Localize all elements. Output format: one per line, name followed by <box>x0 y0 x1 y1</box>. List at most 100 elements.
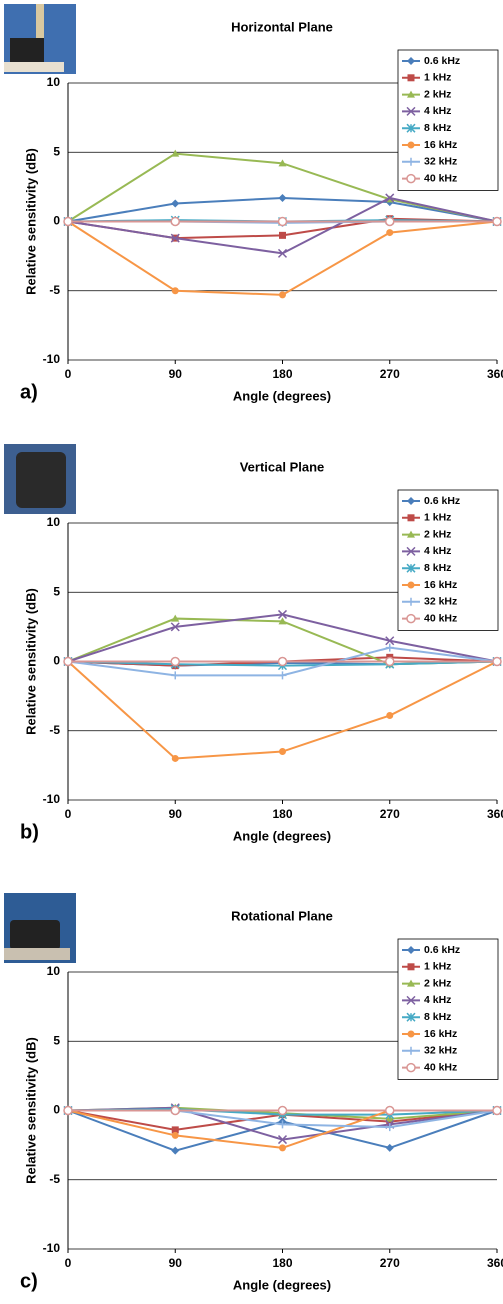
marker <box>171 1126 179 1134</box>
marker <box>277 1135 288 1145</box>
photo <box>4 4 76 74</box>
chart-panel: Horizontal Plane -10 -5 0 5 10 0 90 180 270 360 Ang… <box>20 19 503 403</box>
x-tick-label: 180 <box>272 1256 292 1270</box>
y-tick-label: -10 <box>43 792 61 806</box>
x-tick-label: 360 <box>487 807 503 821</box>
marker <box>171 614 180 622</box>
marker <box>171 754 179 762</box>
marker <box>385 1105 395 1116</box>
legend-label: 32 kHz <box>424 1045 457 1057</box>
legend-marker <box>407 530 415 538</box>
legend-label: 40 kHz <box>424 1061 457 1073</box>
x-tick-label: 90 <box>169 1256 183 1270</box>
y-tick-label: 0 <box>53 654 60 668</box>
legend-box <box>397 489 499 631</box>
x-tick-label: 360 <box>487 1256 503 1270</box>
legend-label: 0.6 kHz <box>424 944 460 956</box>
legend-label: 8 kHz <box>424 1011 451 1023</box>
legend-marker <box>407 963 415 971</box>
marker <box>277 656 288 667</box>
legend-box <box>397 49 499 191</box>
marker <box>278 1120 287 1129</box>
x-tick-label: 0 <box>65 1256 72 1270</box>
legend: 0.6 kHz 1 kHz 2 kHz 4 kHz 8 kHz 16 kHz 32 kHz 4… <box>397 49 499 191</box>
marker <box>277 609 288 619</box>
y-tick-label: 0 <box>53 214 60 228</box>
marker <box>170 622 180 632</box>
legend-marker <box>407 979 415 987</box>
legend-marker <box>407 1030 415 1038</box>
y-axis-label: Relative sensitivity (dB) <box>23 588 38 735</box>
legend-label: 16 kHz <box>424 139 457 151</box>
marker <box>279 291 286 299</box>
marker <box>170 1105 180 1116</box>
legend-box <box>397 938 499 1080</box>
y-axis-label: Relative sensitivity (dB) <box>23 1037 38 1184</box>
legend-marker <box>407 597 415 606</box>
legend-marker <box>407 946 415 954</box>
marker <box>385 216 395 227</box>
y-tick-label: 5 <box>53 584 60 598</box>
legend-marker <box>407 1046 415 1055</box>
legend-marker <box>407 514 415 522</box>
legend: 0.6 kHz 1 kHz 2 kHz 4 kHz 8 kHz 16 kHz 32 kHz 4… <box>397 489 499 631</box>
y-tick-label: -10 <box>43 1241 61 1255</box>
x-tick-label: 90 <box>169 367 183 381</box>
chart-panel: Rotational Plane -10 -5 0 5 10 0 90 180 270 360 Ang… <box>20 908 503 1292</box>
legend-marker <box>407 157 415 166</box>
legend-marker <box>406 995 416 1005</box>
y-tick-label: -5 <box>49 283 60 297</box>
legend-marker <box>407 141 415 149</box>
y-tick-label: 5 <box>53 1033 60 1047</box>
marker <box>171 671 180 680</box>
legend-marker <box>406 123 416 133</box>
legend-label: 0.6 kHz <box>424 495 460 507</box>
legend-label: 4 kHz <box>424 545 451 557</box>
legend-marker <box>406 546 416 556</box>
marker <box>385 1143 394 1152</box>
marker <box>171 1146 180 1155</box>
marker <box>171 287 179 295</box>
y-tick-label: 5 <box>53 144 60 158</box>
chart-title: Vertical Plane <box>240 459 325 474</box>
x-tick-label: 270 <box>380 807 400 821</box>
x-axis-label: Angle (degrees) <box>233 828 331 843</box>
y-tick-label: -5 <box>49 723 60 737</box>
marker <box>385 656 395 667</box>
x-tick-label: 270 <box>380 1256 400 1270</box>
marker <box>277 1105 288 1116</box>
marker <box>492 656 502 667</box>
marker <box>279 1144 286 1152</box>
legend-marker <box>406 563 416 573</box>
legend-label: 2 kHz <box>424 528 451 540</box>
chart-title: Rotational Plane <box>231 908 333 923</box>
x-tick-label: 360 <box>487 367 503 381</box>
x-axis-label: Angle (degrees) <box>233 1277 331 1292</box>
y-tick-label: 10 <box>47 515 61 529</box>
legend-label: 8 kHz <box>424 562 451 574</box>
panel-label: b) <box>20 821 39 843</box>
marker <box>277 248 288 258</box>
y-axis-label: Relative sensitivity (dB) <box>23 148 38 295</box>
photo <box>4 893 76 963</box>
x-axis-label: Angle (degrees) <box>233 388 331 403</box>
marker <box>170 216 180 227</box>
marker <box>278 671 287 680</box>
marker <box>386 712 394 720</box>
x-tick-label: 90 <box>169 807 183 821</box>
legend-marker <box>407 581 415 589</box>
marker <box>385 636 395 646</box>
legend-label: 32 kHz <box>424 596 457 608</box>
marker <box>385 643 394 652</box>
marker <box>492 216 502 227</box>
legend-marker <box>406 1012 416 1022</box>
legend-marker <box>407 497 415 505</box>
y-tick-label: -5 <box>49 1172 60 1186</box>
legend-label: 16 kHz <box>424 579 457 591</box>
y-tick-label: -10 <box>43 352 61 366</box>
marker <box>277 216 288 227</box>
y-tick-label: 10 <box>47 75 61 89</box>
marker <box>171 149 180 157</box>
legend-label: 32 kHz <box>424 156 457 168</box>
